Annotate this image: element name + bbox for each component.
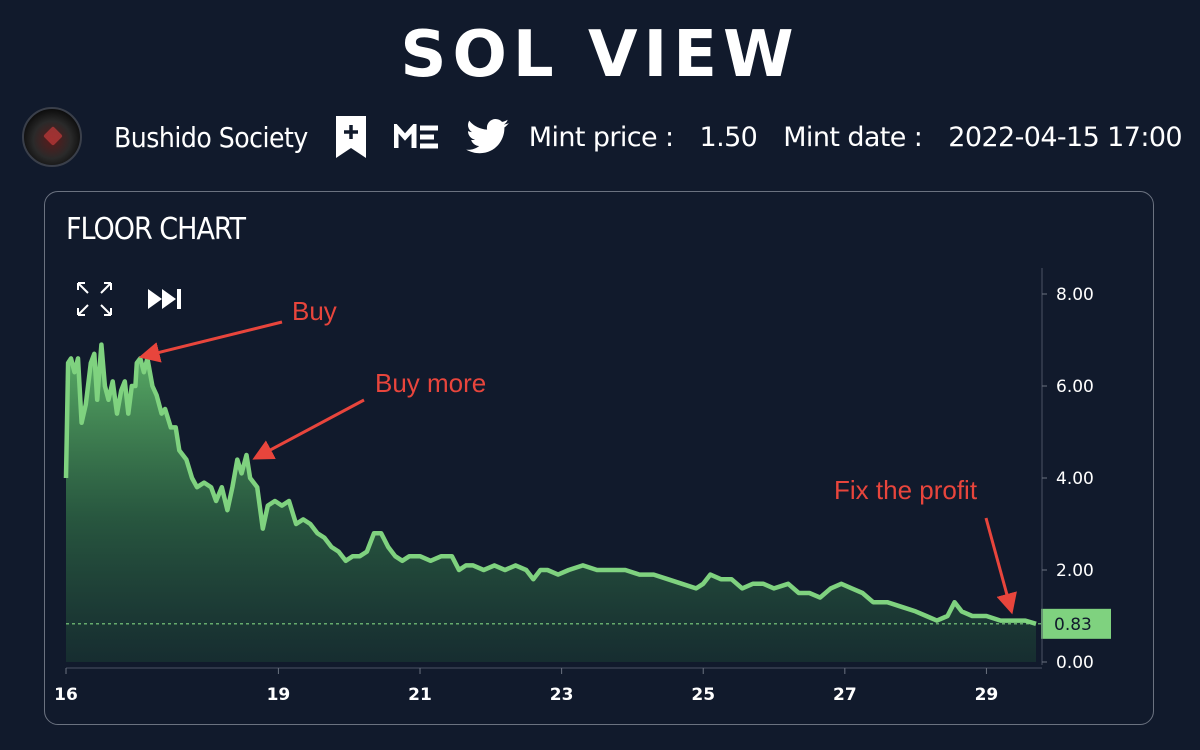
annotation-arrow <box>984 517 1017 615</box>
y-axis: 8.00 6.00 4.00 2.00 0.00 <box>1042 285 1094 673</box>
annotation-arrow <box>252 398 365 460</box>
y-tick-label: 6.00 <box>1056 377 1094 397</box>
fast-forward-button[interactable] <box>148 289 181 309</box>
collection-header: Bushido Society Mint price : 1.50 Mint d… <box>22 106 1183 168</box>
current-price-box <box>1041 608 1111 639</box>
x-axis: 16 19 21 23 25 27 29 <box>54 668 998 705</box>
annotation-label: Fix the profit <box>834 475 978 505</box>
magic-eden-button[interactable] <box>393 124 440 150</box>
twitter-icon <box>466 119 509 154</box>
y-tick-label: 8.00 <box>1056 285 1094 305</box>
y-tick-label: 4.00 <box>1056 469 1094 489</box>
expand-icon <box>77 282 112 316</box>
x-tick-label: 25 <box>691 685 715 705</box>
y-tick-label: 0.00 <box>1056 653 1094 673</box>
x-tick-label: 16 <box>54 685 78 705</box>
annotation-arrow <box>138 320 283 363</box>
x-tick-label: 19 <box>267 685 291 705</box>
magic-eden-icon <box>393 124 438 149</box>
brand-title: SOL VIEW <box>400 18 800 92</box>
current-price-label: 0.83 <box>1054 615 1092 635</box>
floor-line <box>63 342 1037 626</box>
mint-price-label: Mint price : <box>528 121 674 153</box>
avatar[interactable] <box>22 107 82 167</box>
annotations: Buy Buy more Fix the profit <box>138 296 1017 615</box>
bookmark-add-button[interactable] <box>334 114 368 160</box>
mint-info: Mint price : 1.50 Mint date : 2022-04-15… <box>528 121 1183 153</box>
current-price-tag: 0.83 <box>1041 608 1111 639</box>
mint-price-value: 1.50 <box>699 121 758 153</box>
chart-title: FLOOR CHART <box>66 212 246 247</box>
x-tick-label: 29 <box>975 685 999 705</box>
expand-button[interactable] <box>77 282 112 316</box>
annotation-label: Buy <box>292 296 337 326</box>
annotation-label: Buy more <box>375 368 486 398</box>
twitter-button[interactable] <box>466 119 510 155</box>
floor-area <box>66 344 1036 662</box>
mint-date-label: Mint date : <box>783 121 923 153</box>
collection-name: Bushido Society <box>114 120 308 154</box>
floor-chart-card <box>44 191 1154 725</box>
x-tick-label: 23 <box>550 685 574 705</box>
x-tick-label: 21 <box>408 685 432 705</box>
fast-forward-icon <box>148 289 181 309</box>
mint-date-value: 2022-04-15 17:00 <box>948 121 1182 153</box>
bookmark-add-icon <box>335 116 366 158</box>
y-tick-label: 2.00 <box>1056 561 1094 581</box>
x-tick-label: 27 <box>833 685 857 705</box>
